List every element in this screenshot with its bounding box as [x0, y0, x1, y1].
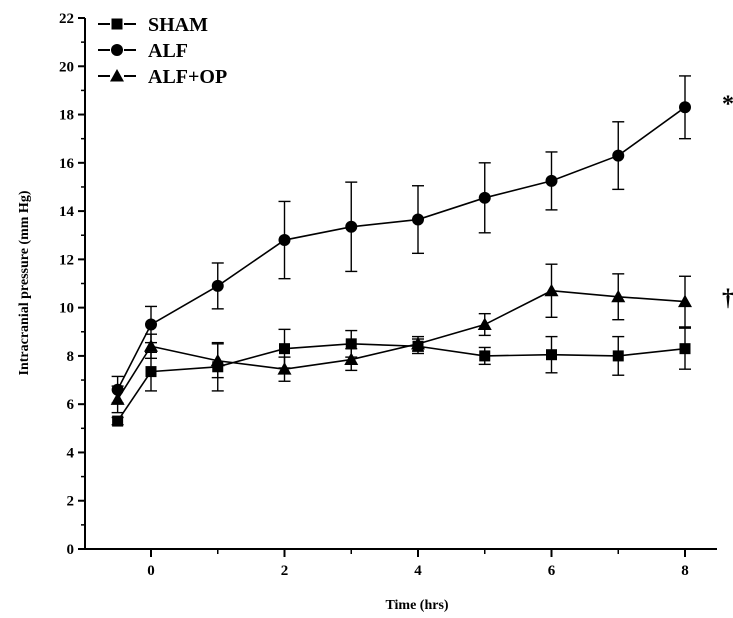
data-point [145, 318, 157, 331]
data-point [145, 366, 157, 378]
legend-item-sham: SHAM [98, 14, 208, 36]
data-point [611, 289, 626, 303]
y-tick-label: 0 [67, 542, 75, 558]
y-tick-label: 2 [67, 494, 75, 510]
data-point [110, 392, 125, 405]
series-alf-op [110, 263, 692, 414]
legend-label: ALF [148, 40, 188, 62]
data-point [679, 101, 691, 114]
legend-label: SHAM [148, 14, 208, 36]
y-tick-label: 12 [59, 252, 74, 268]
y-tick-label: 14 [59, 204, 75, 220]
annotations: *† [722, 91, 733, 311]
legend: SHAM ALF ALF+OP [98, 14, 227, 88]
data-point [144, 339, 158, 352]
series-alf [111, 75, 691, 404]
plot-area [110, 75, 692, 427]
data-point [211, 279, 224, 292]
y-tick-label: 16 [59, 156, 75, 172]
legend-item-alf: ALF [98, 40, 188, 62]
x-tick-label: 4 [414, 563, 422, 579]
x-axis-title: Time (hrs) [385, 598, 448, 613]
data-point [678, 294, 692, 308]
y-tick-label: 6 [67, 397, 75, 413]
data-point [679, 343, 691, 355]
data-point [210, 353, 225, 367]
x-tick-label: 2 [281, 563, 289, 579]
data-point [544, 283, 559, 297]
data-point [412, 213, 424, 226]
data-point [345, 338, 357, 350]
legend-marker-icon [110, 69, 124, 82]
y-tick-label: 22 [59, 11, 74, 27]
data-point [112, 415, 124, 427]
y-tick-label: 20 [59, 59, 74, 75]
x-tick-label: 8 [681, 563, 689, 579]
legend-marker-icon [111, 44, 123, 56]
data-point [278, 234, 291, 247]
data-point [546, 349, 557, 361]
axes [84, 18, 717, 550]
y-tick-label: 18 [59, 108, 74, 124]
legend-marker-icon [111, 18, 123, 30]
significance-marker: † [722, 286, 733, 312]
data-point [277, 362, 292, 375]
x-tick-label: 6 [548, 563, 556, 579]
data-point [411, 336, 425, 350]
y-tick-label: 10 [59, 301, 74, 317]
legend-item-alf-op: ALF+OP [98, 66, 227, 88]
tick-group: 0 2 4 6 8 10 12 14 16 18 20 22 0 2 4 6 8 [59, 11, 689, 579]
data-point [478, 191, 491, 204]
series-line [116, 289, 686, 400]
y-axis-title: Intracranial pressure (mm Hg) [17, 190, 32, 375]
data-point [545, 174, 558, 187]
series-line [116, 343, 686, 422]
x-tick-label: 0 [147, 563, 155, 579]
series-sham [111, 327, 691, 427]
data-point [479, 350, 491, 362]
data-point [344, 352, 359, 366]
data-point [345, 220, 358, 233]
data-point [477, 317, 492, 331]
data-point [279, 343, 290, 355]
data-point [612, 350, 624, 362]
legend-label: ALF+OP [148, 66, 227, 88]
y-tick-label: 8 [67, 349, 75, 365]
data-point [612, 149, 625, 162]
series-line [116, 106, 686, 391]
y-tick-label: 4 [67, 445, 75, 461]
significance-marker: * [722, 91, 733, 117]
